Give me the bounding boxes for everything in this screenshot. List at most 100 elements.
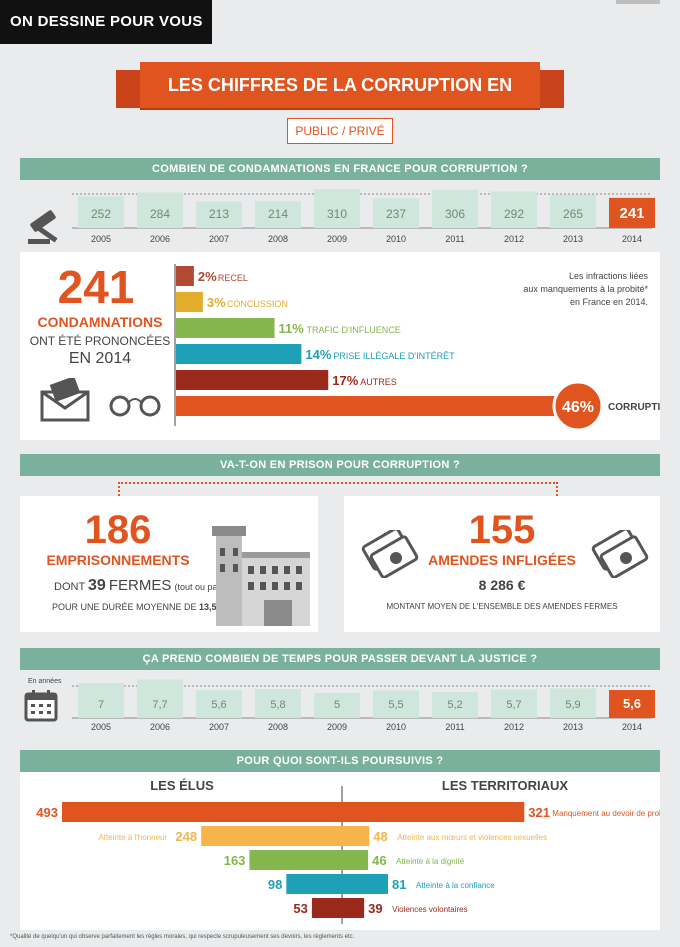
amendes-label: AMENDES INFLIGÉES [428, 552, 576, 568]
chart-duree: 7 2005 7,7 2006 5,6 2007 5,8 2008 5 2009 5,5 2010 5,… [72, 679, 655, 732]
header-elus: LES ÉLUS [150, 778, 214, 793]
fermes-line: DONT 39 FERMES (tout ou partie) [54, 577, 233, 595]
chart4-left-bar-3 [286, 874, 342, 894]
chart1-value-2007: 213 [209, 207, 229, 221]
section-title-poursuivis: POUR QUOI SONT-ILS POURSUIVIS ? [20, 750, 660, 772]
chart3-year-2005: 2005 [91, 722, 111, 732]
chart4-right-bar-1 [342, 826, 370, 846]
chart3-bar-2009 [314, 693, 360, 718]
connector-right [556, 482, 558, 496]
chart2-category-0: RECEL [218, 273, 248, 283]
chart3-value-2005: 7 [98, 699, 104, 711]
header-territoriaux: LES TERRITORIAUX [441, 778, 569, 793]
chart1-year-2011: 2011 [445, 234, 464, 244]
chart4-left-value-3: 98 [268, 877, 282, 892]
chart4-right-bar-3 [342, 874, 389, 894]
chart4-left-bar-1 [201, 826, 342, 846]
chart3-year-2011: 2011 [445, 722, 464, 732]
chart2-category-1: CONCUSSION [227, 299, 288, 309]
chart3-year-2013: 2013 [563, 722, 583, 732]
fermes-number: 39 [88, 577, 106, 594]
fermes-partial: (tout ou partie) [174, 582, 233, 592]
chart1-year-2008: 2008 [268, 234, 288, 244]
chart1-value-2013: 265 [563, 207, 583, 221]
chart4-left-bar-2 [249, 850, 342, 870]
chart2-category-3: PRISE ILLÉGALE D'INTÉRÊT [333, 351, 455, 361]
chart1-bar-2006 [137, 192, 183, 228]
chart-poursuivis: 493 321 Manquement au devoir de probité 248… [36, 786, 660, 924]
chart1-bar-2010 [373, 198, 419, 228]
chart1-value-2010: 237 [386, 207, 406, 221]
chart3-year-2009: 2009 [327, 722, 347, 732]
chart1-value-2011: 306 [445, 207, 465, 221]
chart3-value-2012: 5,7 [506, 699, 521, 711]
duration-prefix: POUR UNE DURÉE MOYENNE DE [52, 602, 197, 612]
chart4-right-label-2: Atteinte à la dignité [396, 857, 465, 866]
chart3-year-2007: 2007 [209, 722, 229, 732]
fermes-label: FERMES [108, 577, 172, 594]
chart3-value-2010: 5,5 [388, 699, 403, 711]
chart4-right-label-1: Atteinte aux mœurs et violences sexuelle… [397, 833, 547, 842]
chart2-label-2: 11% [279, 321, 305, 336]
condamnations-number: 241 [57, 261, 135, 313]
chart1-year-2014: 2014 [622, 234, 642, 244]
chart1-year-2006: 2006 [150, 234, 170, 244]
chart1-bar-2005 [78, 196, 124, 228]
emprisonnements-label: EMPRISONNEMENTS [46, 552, 190, 568]
chart1-bar-2011 [432, 189, 478, 228]
chart4-left-value-1: 248 [175, 829, 197, 844]
chart4-right-label-4: Violences volontaires [392, 905, 467, 914]
chart3-bar-2013 [550, 688, 596, 718]
chart2-bubble [552, 380, 604, 432]
chart4-left-value-0: 493 [36, 805, 58, 820]
chart4-right-value-3: 81 [392, 877, 406, 892]
condamnations-label: CONDAMNATIONS [37, 314, 163, 330]
chart1-value-2008: 214 [268, 207, 288, 221]
chart1-value-2012: 292 [504, 207, 524, 221]
note-line-3: en France en 2014. [569, 297, 648, 307]
section2-icons [40, 378, 161, 422]
note-line-1: Les infractions liées [568, 271, 648, 281]
footnote: *Qualité de quelqu'un qui observe parfai… [10, 934, 355, 940]
chart4-left-value-2: 163 [224, 853, 246, 868]
chart3-year-2014: 2014 [622, 722, 642, 732]
chart3-value-2006: 7,7 [152, 699, 167, 711]
condamnations-line2: ONT ÉTÉ PRONONCÉES [29, 334, 171, 348]
chart2-category-4: AUTRES [360, 377, 397, 387]
chart3-value-2013: 5,9 [565, 699, 580, 711]
chart1-bar-2014 [609, 197, 655, 228]
chart2-bar-5 [176, 396, 588, 416]
amendes-amount: 8 286 € [478, 577, 526, 593]
chart2-bar-4 [176, 370, 329, 390]
chart2-bar-0 [176, 266, 194, 286]
infractions-note: Les infractions liées aux manquements à … [498, 270, 648, 309]
banknotes-icon-right [591, 530, 649, 578]
amendes-amount-label: MONTANT MOYEN DE L'ENSEMBLE DES AMENDES … [386, 602, 618, 611]
chart1-year-2013: 2013 [563, 234, 583, 244]
chart3-value-2007: 5,6 [211, 699, 226, 711]
chart1-bar-2012 [491, 191, 537, 228]
chart3-value-2014: 5,6 [623, 696, 641, 711]
chart4-right-label-0: Manquement au devoir de probité [552, 809, 660, 818]
section-title-duree: ÇA PREND COMBIEN DE TEMPS POUR PASSER DE… [20, 648, 660, 670]
chart-condamnations: 252 2005 284 2006 213 2007 214 2008 310 2009 237 20… [72, 189, 655, 244]
section-title-condamnations: COMBIEN DE CONDAMNATIONS EN FRANCE POUR … [20, 158, 660, 180]
chart3-bar-2012 [491, 689, 537, 718]
emprisonnements-number: 186 [84, 508, 152, 552]
chart1-year-2009: 2009 [327, 234, 347, 244]
page-title: LES CHIFFRES DE LA CORRUPTION EN FRANCE [140, 62, 540, 141]
dont-label: DONT [54, 581, 85, 593]
chart3-bar-2006 [137, 679, 183, 718]
chart2-bar-2 [176, 318, 275, 338]
chart2-label-0: 2% [198, 269, 217, 284]
chart3-bar-2014 [609, 690, 655, 718]
chart4-right-value-2: 46 [372, 853, 386, 868]
chart3-year-2008: 2008 [268, 722, 288, 732]
chart1-bar-2009 [314, 189, 360, 228]
chart3-bar-2007 [196, 690, 242, 718]
connector-left [118, 482, 120, 496]
chart1-year-2005: 2005 [91, 234, 111, 244]
top-decoration [616, 0, 660, 4]
header-tag: ON DESSINE POUR VOUS [0, 0, 212, 44]
chart1-bar-2007 [196, 201, 242, 228]
